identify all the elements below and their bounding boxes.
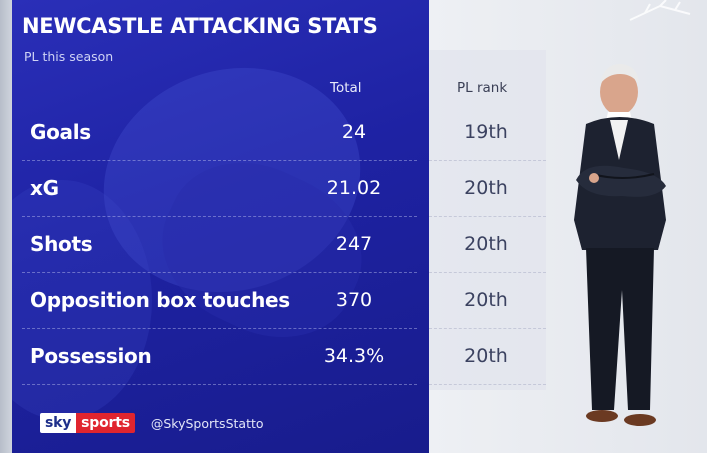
stat-label: Goals (30, 120, 91, 144)
stat-rank: 20th (464, 233, 508, 255)
person-photo (546, 50, 696, 450)
panel-background-shape (12, 180, 152, 420)
stat-rank: 20th (464, 345, 508, 367)
stat-row-possession: Possession 34.3% 20th (22, 330, 542, 386)
column-header-total: Total (330, 80, 362, 96)
stat-label: Opposition box touches (30, 288, 290, 312)
stat-rank: 19th (464, 121, 508, 143)
page-title: NEWCASTLE ATTACKING STATS (22, 14, 378, 38)
snowflake-decoration (629, 0, 691, 21)
stat-total: 247 (335, 233, 373, 255)
row-divider (429, 160, 546, 161)
stat-row-xg: xG 21.02 20th (22, 162, 542, 218)
row-divider (429, 384, 546, 385)
stat-total: 21.02 (326, 177, 382, 199)
stat-row-goals: Goals 24 19th (22, 106, 542, 162)
stat-row-opposition-box-touches: Opposition box touches 370 20th (22, 274, 542, 330)
stat-label: Possession (30, 344, 152, 368)
row-divider (22, 384, 417, 385)
column-header-rank: PL rank (457, 80, 508, 96)
stat-total: 24 (341, 121, 367, 143)
screen-bezel (0, 0, 12, 453)
stat-rank: 20th (464, 289, 508, 311)
row-divider (22, 328, 417, 329)
row-divider (429, 216, 546, 217)
twitter-handle: @SkySportsStatto (150, 415, 264, 431)
rank-column-background (429, 50, 546, 390)
page-subtitle: PL this season (24, 49, 114, 64)
row-divider (22, 272, 417, 273)
stats-panel (12, 0, 429, 453)
row-divider (429, 272, 546, 273)
stat-rank: 20th (464, 177, 508, 199)
row-divider (429, 328, 546, 329)
logo-sports-text: sports (76, 413, 135, 433)
stat-total: 370 (335, 289, 373, 311)
footer: sky sports @SkySportsStatto (40, 410, 264, 436)
sky-sports-logo: sky sports (40, 412, 135, 434)
logo-sky-text: sky (40, 413, 77, 433)
stat-total: 34.3% (323, 345, 385, 367)
person-silhouette-image (574, 64, 666, 426)
stat-row-shots: Shots 247 20th (22, 218, 542, 274)
row-divider (22, 160, 417, 161)
stat-label: Shots (30, 232, 93, 256)
stat-label: xG (30, 176, 59, 200)
row-divider (22, 216, 417, 217)
